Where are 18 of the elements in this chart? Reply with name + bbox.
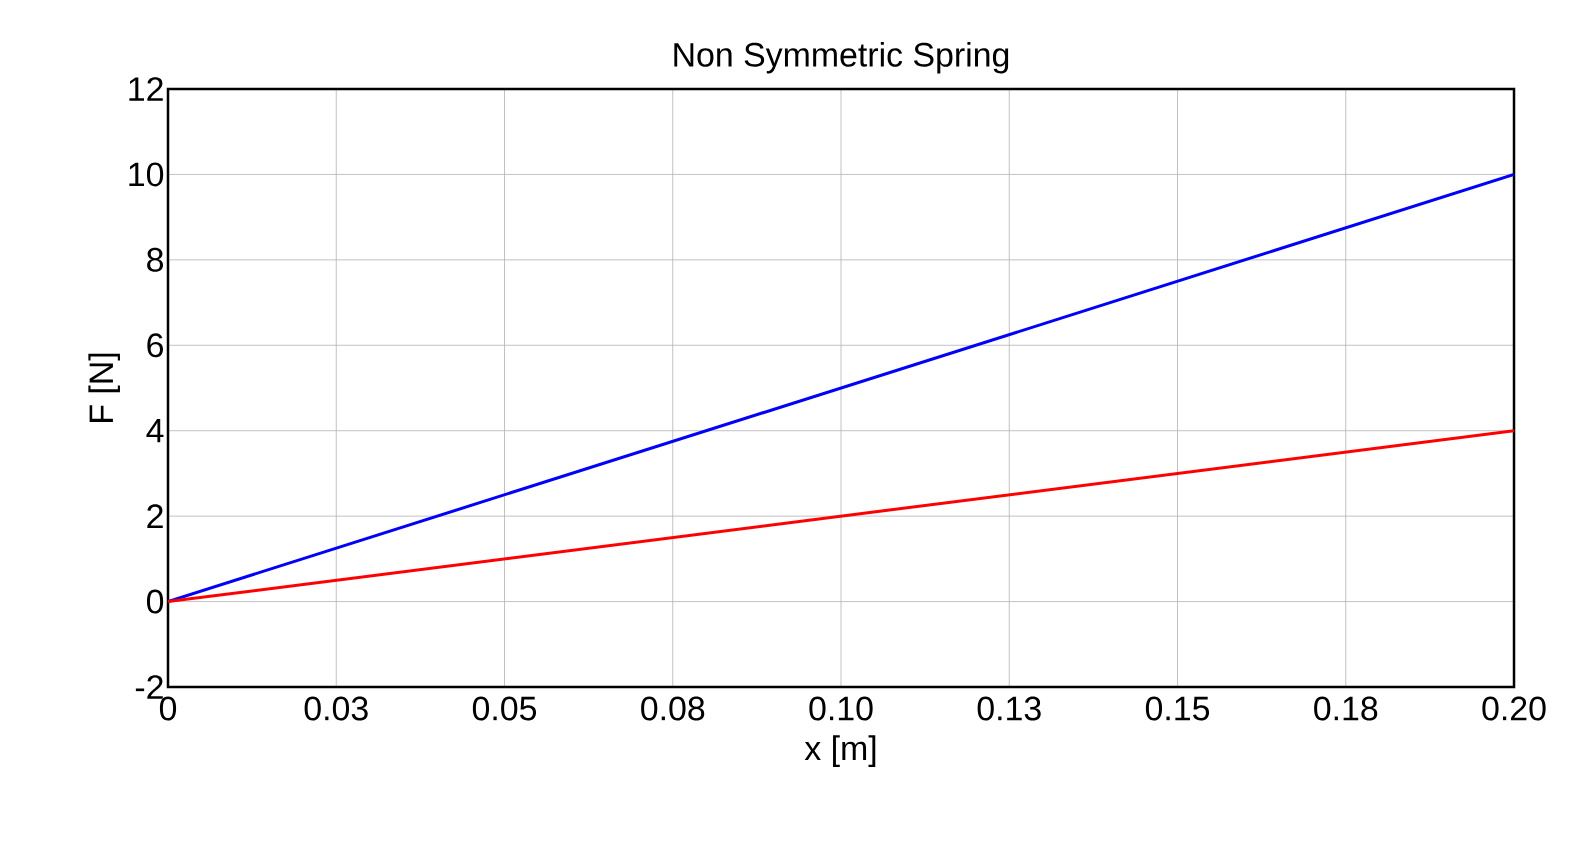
x-tick-label: 0.10 xyxy=(809,696,873,721)
y-tick-label: 4 xyxy=(146,419,164,443)
x-tick-label: 0.20 xyxy=(1482,696,1546,721)
y-tick-label: 0 xyxy=(146,589,164,614)
y-axis-title: F [N] xyxy=(88,353,120,422)
x-tick-label: 0.08 xyxy=(641,696,705,721)
x-tick-label: 0.13 xyxy=(977,696,1041,721)
y-tick-label: 2 xyxy=(147,504,163,528)
y-tick-label: 8 xyxy=(147,247,164,272)
x-tick-label: 0.18 xyxy=(1314,696,1378,721)
chart-title: Non Symmetric Spring xyxy=(674,41,1009,74)
x-tick-label: 0.05 xyxy=(472,696,537,721)
x-tick-label: 0.15 xyxy=(1145,696,1210,721)
x-axis-title: x [m] xyxy=(804,735,876,767)
y-tick-label: 12 xyxy=(129,77,163,101)
x-tick-label: 0.03 xyxy=(304,696,368,721)
y-tick-label: 6 xyxy=(147,333,163,358)
y-tick-label: 10 xyxy=(129,162,164,187)
